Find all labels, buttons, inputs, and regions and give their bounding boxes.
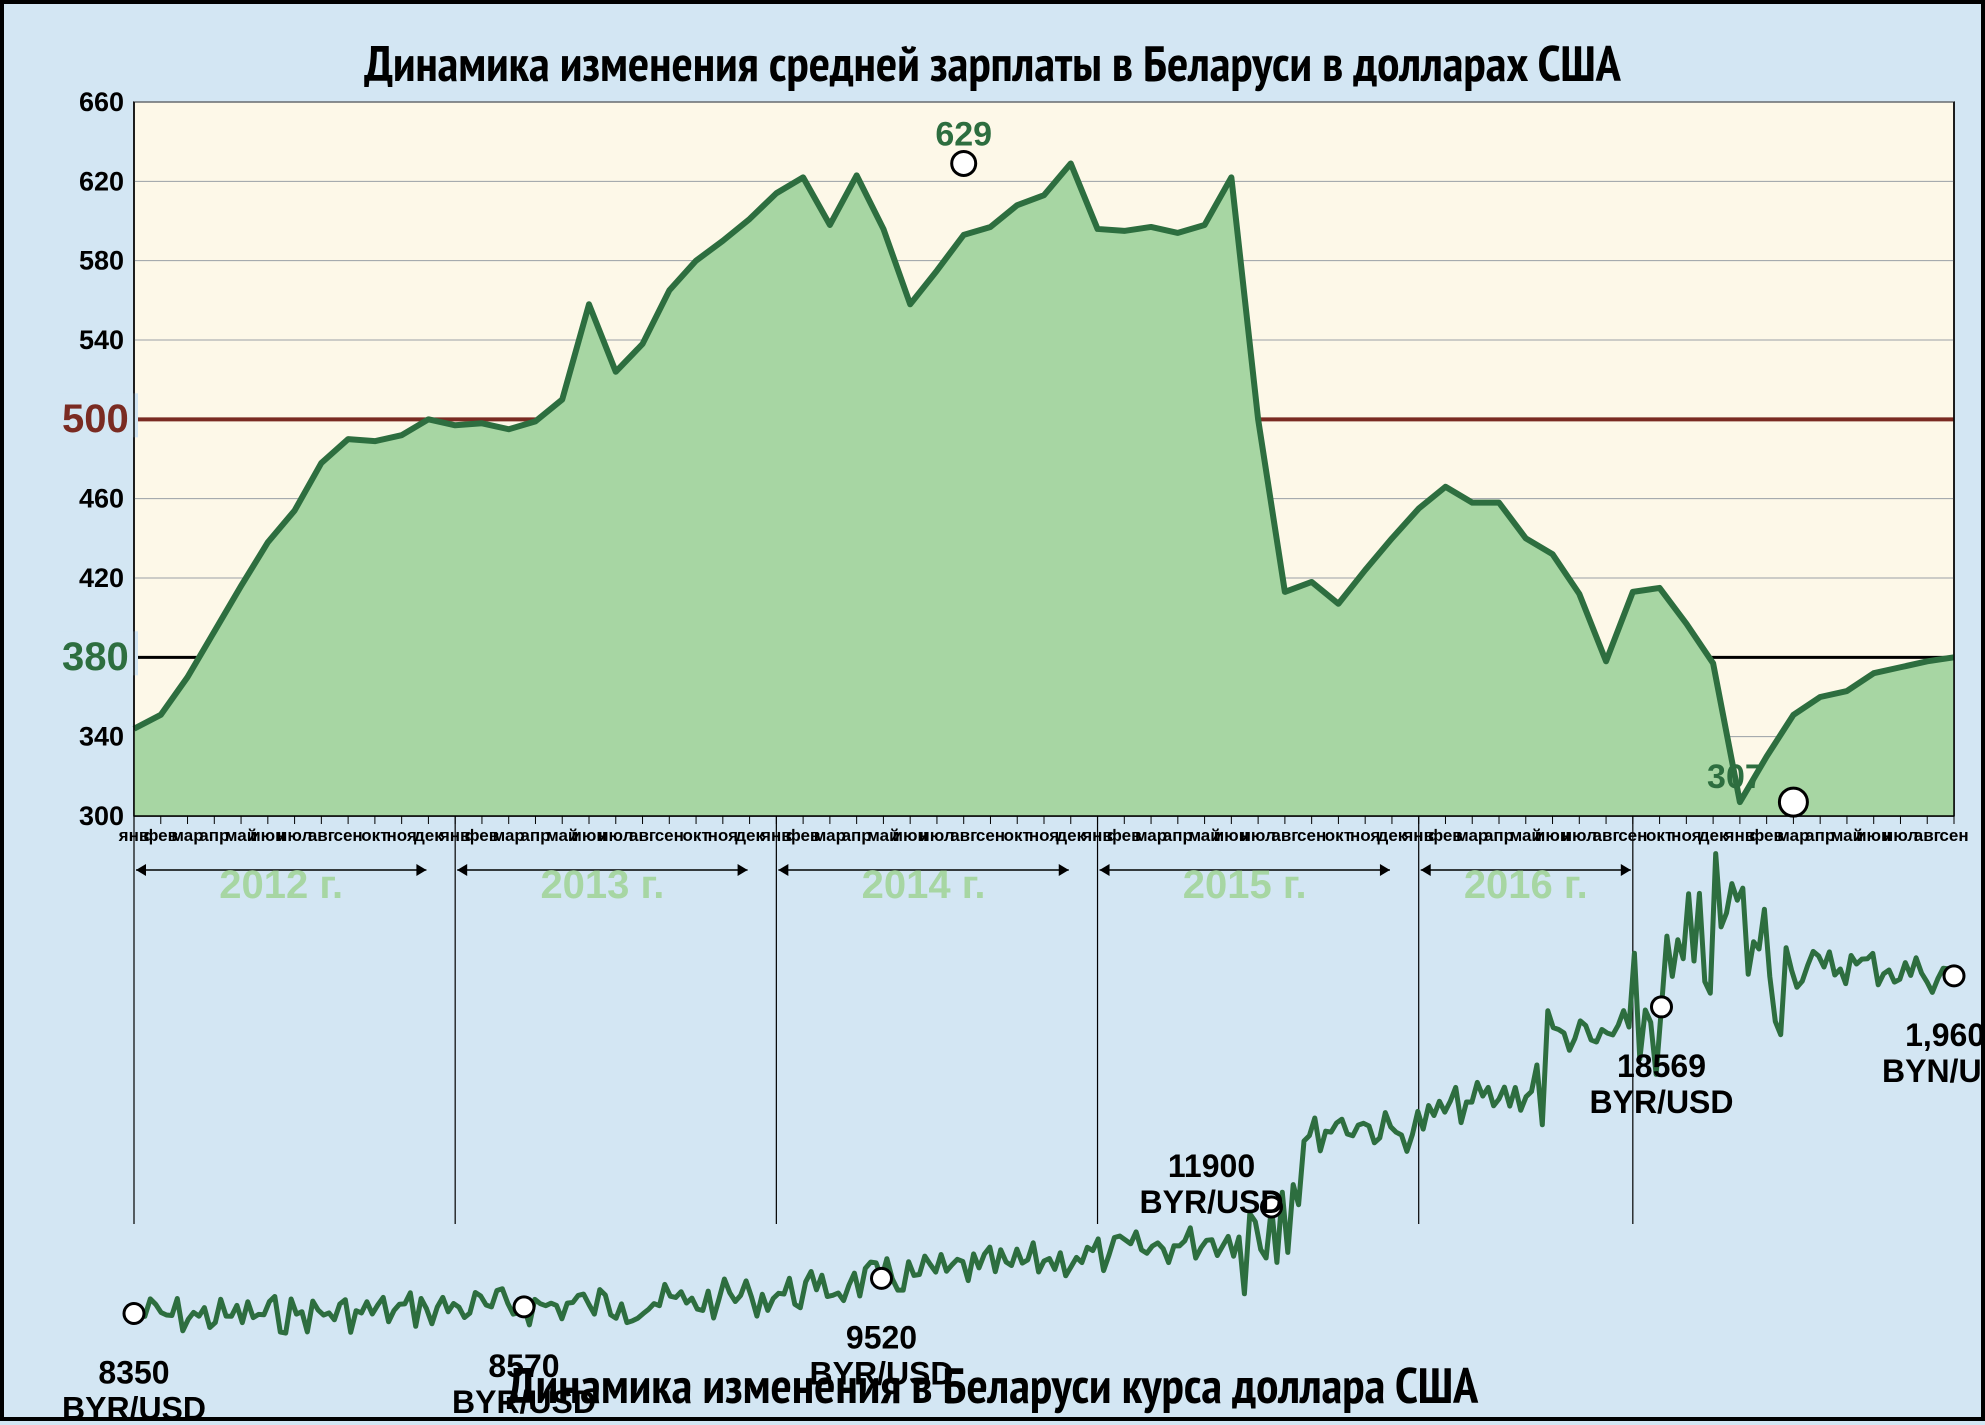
svg-text:BYR/USD: BYR/USD <box>1589 1084 1733 1120</box>
svg-text:2016 г.: 2016 г. <box>1464 863 1588 907</box>
svg-text:300: 300 <box>79 801 124 831</box>
svg-text:580: 580 <box>79 246 124 276</box>
svg-text:сен: сен <box>976 826 1005 845</box>
svg-text:ноя: ноя <box>1029 826 1059 845</box>
svg-text:629: 629 <box>935 115 992 153</box>
svg-text:380: 380 <box>62 635 129 679</box>
svg-text:авг: авг <box>1914 826 1941 845</box>
svg-text:окт: окт <box>1004 826 1031 845</box>
svg-text:авг: авг <box>629 826 656 845</box>
chart-svg: 300340380420460500540580620660500380янвф… <box>4 4 1985 1425</box>
svg-text:340: 340 <box>79 722 124 752</box>
svg-text:2014 г.: 2014 г. <box>862 863 986 907</box>
svg-text:2012 г.: 2012 г. <box>219 863 343 907</box>
svg-text:BYN/USD: BYN/USD <box>1882 1053 1985 1089</box>
svg-text:сен: сен <box>655 826 684 845</box>
svg-text:540: 540 <box>79 325 124 355</box>
svg-text:ноя: ноя <box>1671 826 1701 845</box>
svg-text:420: 420 <box>79 563 124 593</box>
chart-container: Динамика изменения средней зарплаты в Бе… <box>0 0 1985 1421</box>
svg-text:окт: окт <box>361 826 388 845</box>
svg-text:307: 307 <box>1707 758 1764 796</box>
svg-text:сен: сен <box>1939 826 1968 845</box>
svg-text:ноя: ноя <box>386 826 416 845</box>
svg-text:1,9605: 1,9605 <box>1905 1017 1985 1053</box>
svg-text:18569: 18569 <box>1617 1048 1706 1084</box>
svg-text:окт: окт <box>1325 826 1352 845</box>
svg-text:окт: окт <box>682 826 709 845</box>
svg-text:ноя: ноя <box>708 826 738 845</box>
svg-text:9520: 9520 <box>846 1319 917 1355</box>
svg-text:окт: окт <box>1646 826 1673 845</box>
svg-text:BYR/USD: BYR/USD <box>1139 1184 1283 1220</box>
svg-text:авг: авг <box>1593 826 1620 845</box>
svg-text:авг: авг <box>950 826 977 845</box>
svg-text:660: 660 <box>79 87 124 117</box>
svg-text:сен: сен <box>334 826 363 845</box>
bottom-title: Динамика изменения в Беларуси курса долл… <box>4 1352 1981 1417</box>
svg-text:авг: авг <box>308 826 335 845</box>
svg-text:620: 620 <box>79 166 124 196</box>
svg-text:ноя: ноя <box>1350 826 1380 845</box>
svg-text:авг: авг <box>1271 826 1298 845</box>
svg-text:460: 460 <box>79 484 124 514</box>
svg-text:11900: 11900 <box>1168 1148 1255 1184</box>
svg-text:2015 г.: 2015 г. <box>1183 863 1307 907</box>
svg-text:сен: сен <box>1297 826 1326 845</box>
svg-text:500: 500 <box>62 397 129 441</box>
svg-text:2013 г.: 2013 г. <box>540 863 664 907</box>
